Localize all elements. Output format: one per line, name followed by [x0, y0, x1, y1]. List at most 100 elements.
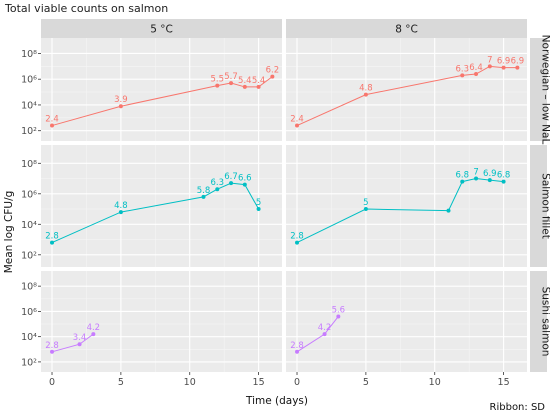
facet-panel [286, 145, 527, 267]
data-label: 6.6 [238, 174, 252, 184]
caption: Ribbon: SD [490, 402, 546, 413]
data-point [322, 332, 327, 337]
x-tick-label: 0 [49, 377, 55, 388]
data-label: 6.9 [511, 57, 525, 67]
y-tick-label: 10⁴ [21, 332, 37, 343]
data-point [295, 123, 300, 128]
x-tick-label: 0 [294, 377, 300, 388]
chart-title: Total viable counts on salmon [4, 2, 168, 15]
facet-row-label: Salmon fillet [540, 173, 550, 239]
data-point [242, 182, 247, 187]
data-label: 7 [487, 55, 492, 65]
series-group: 2.4 4.8 6.3 6.4 7 6.9 6.9 [290, 55, 525, 128]
x-tick-label: 10 [429, 377, 441, 388]
facet-panel [286, 271, 527, 372]
data-point [118, 104, 123, 109]
facet-column-label: 8 °C [395, 24, 418, 36]
data-label: 6.8 [497, 171, 511, 181]
facet-panel [41, 38, 282, 141]
data-label: 5.4 [238, 76, 252, 86]
facet-row-label: Sushi salmon [540, 287, 550, 357]
facet-strip-column [286, 19, 527, 38]
data-label: 2.8 [45, 232, 59, 242]
data-point [215, 187, 220, 192]
facet-strip-row [530, 271, 547, 372]
data-point [201, 194, 206, 199]
series-group: 2.8 4.8 5.86.36.7 6.6 5 [45, 172, 261, 245]
data-point [363, 92, 368, 97]
facet-strip-column [41, 19, 282, 38]
data-point [242, 84, 247, 89]
data-label: 5.6 [332, 305, 346, 315]
y-axis-label: Mean log CFU/g [3, 191, 15, 274]
data-point [295, 240, 300, 245]
y-tick-label: 10⁶ [21, 189, 37, 200]
y-tick-label: 10⁴ [21, 100, 37, 111]
data-label: 5.5 [211, 75, 225, 85]
facet-column-label: 5 °C [150, 24, 173, 36]
facet-strip-row [530, 145, 547, 267]
x-tick-label: 15 [498, 377, 510, 388]
data-point [363, 207, 368, 212]
data-label: 4.2 [318, 323, 332, 333]
data-point [460, 179, 465, 184]
data-point [118, 210, 123, 215]
data-label: 6.7 [224, 172, 238, 182]
y-axis: 10² 10⁴ 10⁶ 10⁸ 10² 10⁴ 10⁶ 10⁸ 10² 10⁴ 10⁶ 10⁸ [21, 49, 41, 368]
series-group: 2.8 4.25.6 [290, 305, 346, 354]
data-label: 6.2 [266, 66, 280, 76]
data-point [256, 207, 261, 212]
data-label: 6.9 [497, 57, 511, 67]
data-point [50, 240, 55, 245]
data-point [270, 74, 275, 79]
data-label: 4.8 [359, 84, 373, 94]
data-point [487, 178, 492, 183]
data-label: 5.7 [224, 72, 238, 82]
data-point [515, 65, 520, 70]
x-axis-label: Time (days) [245, 395, 308, 407]
data-label: 2.4 [45, 115, 59, 125]
series-group: 2.856.8 7 6.9 6.8 [290, 168, 510, 245]
data-label: 3.9 [114, 95, 128, 105]
y-tick-label: 10⁴ [21, 220, 37, 231]
data-point [446, 208, 451, 213]
data-label: 2.8 [45, 341, 59, 351]
x-tick-label: 5 [118, 377, 124, 388]
y-tick-label: 10² [21, 357, 37, 368]
data-label: 4.8 [114, 201, 128, 211]
facet-row-label: Norwegian – low NaL [540, 35, 550, 145]
facet-panel [286, 38, 527, 141]
data-label: 5.4 [252, 76, 266, 86]
y-tick-label: 10⁶ [21, 307, 37, 318]
data-label: 6.3 [211, 178, 225, 188]
data-point [336, 314, 341, 319]
series-group: 2.43.95.5 5.7 5.4 5.46.2 [45, 66, 279, 128]
data-point [295, 349, 300, 354]
data-point [50, 349, 55, 354]
data-label: 5.8 [197, 186, 211, 196]
data-point [460, 73, 465, 78]
data-label: 2.8 [290, 232, 304, 242]
data-label: 2.4 [290, 115, 304, 125]
data-label: 6.4 [469, 63, 483, 73]
facet-strip-row [530, 38, 547, 141]
y-tick-label: 10² [21, 126, 37, 137]
data-label: 2.8 [290, 341, 304, 351]
data-label: 5 [363, 198, 368, 208]
data-point [229, 181, 234, 186]
data-point [91, 332, 96, 337]
data-point [474, 72, 479, 77]
x-tick-label: 10 [184, 377, 196, 388]
data-label: 6.9 [483, 169, 497, 179]
y-tick-label: 10⁸ [21, 159, 37, 170]
data-label: 3.4 [73, 333, 87, 343]
data-point [229, 81, 234, 86]
data-label: 7 [473, 168, 478, 178]
data-point [501, 179, 506, 184]
data-point [256, 84, 261, 89]
series-group: 2.8 3.44.2 [45, 323, 100, 354]
y-tick-label: 10⁸ [21, 282, 37, 293]
y-tick-label: 10⁸ [21, 49, 37, 60]
data-label: 6.8 [456, 171, 470, 181]
